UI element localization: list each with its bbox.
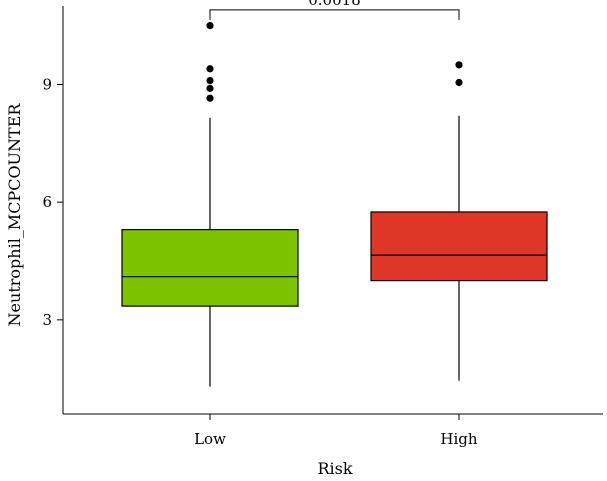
x-tick-label: Low: [194, 430, 226, 448]
outlier-point-low: [206, 94, 214, 102]
outlier-point-high: [455, 61, 463, 69]
outlier-point-low: [206, 22, 214, 30]
x-axis-title: Risk: [317, 459, 352, 478]
p-value-label: 0.0018: [308, 0, 361, 9]
y-tick-label: 9: [42, 75, 52, 93]
y-tick-label: 3: [42, 311, 52, 329]
outlier-point-high: [455, 78, 463, 87]
outlier-point-low: [206, 84, 214, 92]
significance-bracket: [209, 9, 460, 20]
box-high: [370, 211, 548, 282]
y-tick-label: 6: [42, 193, 52, 211]
outlier-point-low: [206, 65, 214, 73]
y-axis-title: Neutrophil_MCPCOUNTER: [5, 103, 24, 327]
box-low: [121, 229, 299, 307]
outlier-point-low: [206, 76, 214, 85]
plot-area: 3 6 9 Low High 0.0018: [42, 0, 603, 448]
x-tick-label: High: [440, 430, 477, 448]
